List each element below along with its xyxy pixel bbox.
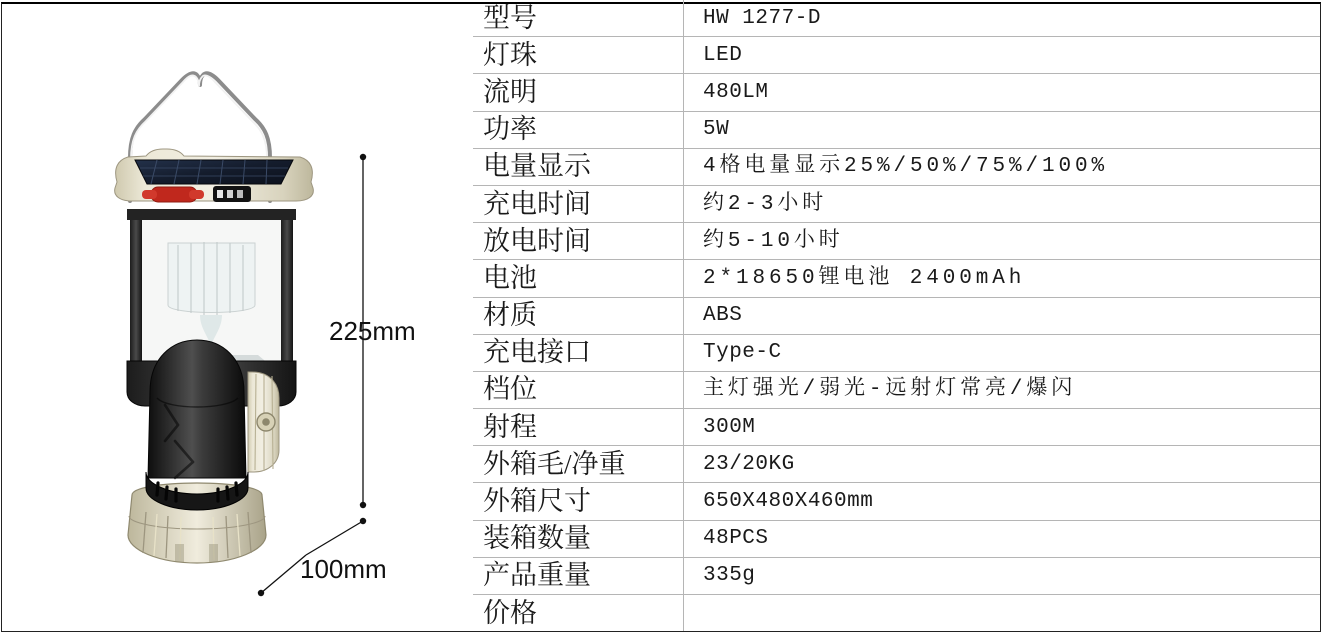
svg-text:100mm: 100mm bbox=[300, 554, 387, 584]
svg-text:225mm: 225mm bbox=[329, 316, 416, 346]
